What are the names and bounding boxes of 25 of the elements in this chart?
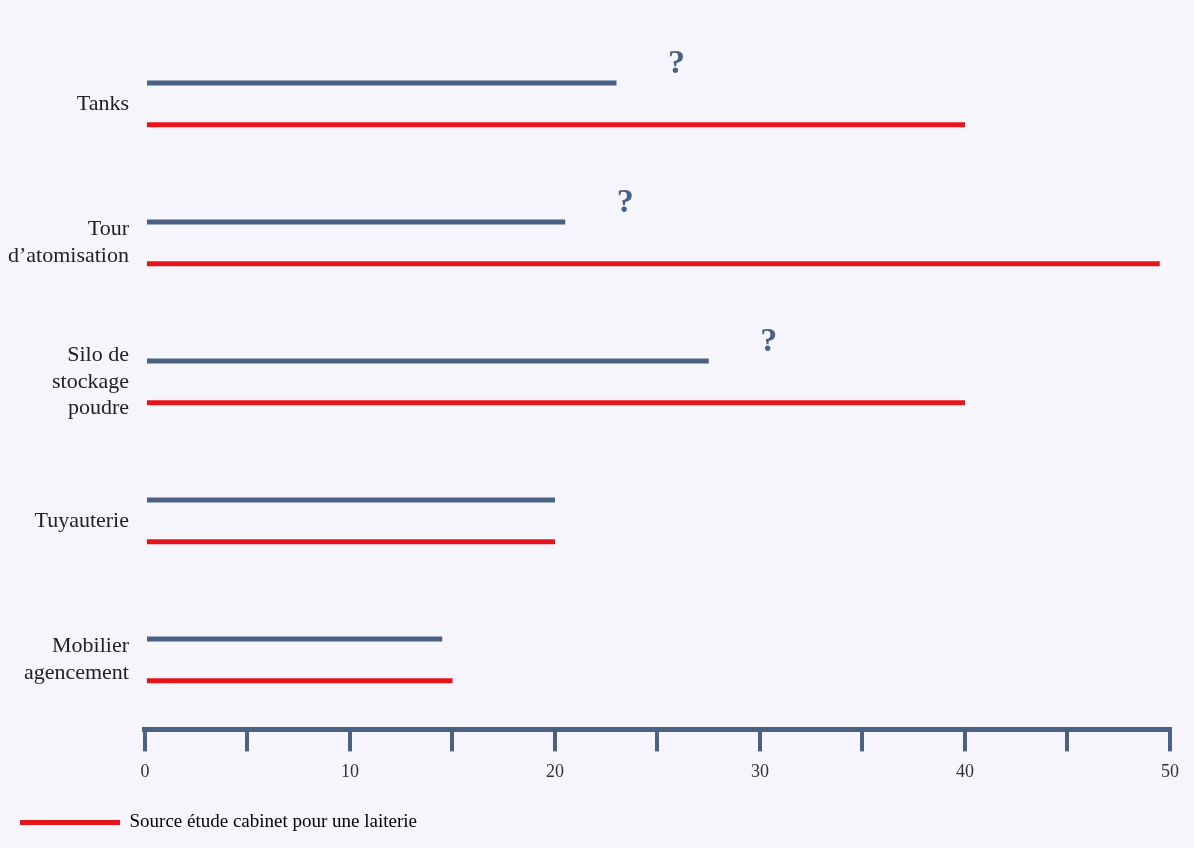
x-tick-label: 0 <box>140 760 150 781</box>
y-tick-label: Silo de stockage poudre <box>52 341 129 420</box>
x-tick-label: 50 <box>1161 760 1179 781</box>
bar <box>146 400 965 406</box>
bar <box>146 261 1160 267</box>
bar <box>146 539 555 545</box>
x-tick-label: 10 <box>340 760 359 781</box>
y-tick-label: Tour d’atomisation <box>7 215 130 267</box>
bar <box>146 678 453 684</box>
annotation: ? <box>667 42 685 80</box>
bar <box>146 80 617 86</box>
y-tick-label: Tanks <box>76 89 129 115</box>
bar <box>146 122 965 128</box>
x-tick-label: 30 <box>750 760 769 781</box>
x-tick-label: 20 <box>545 760 564 781</box>
annotation: ? <box>616 181 634 219</box>
bar <box>146 636 443 642</box>
bar <box>146 358 709 364</box>
bar <box>146 219 566 225</box>
y-tick-label: Tuyauterie <box>34 506 129 532</box>
annotation: ? <box>760 320 778 358</box>
text: Source étude cabinet pour une laiterie <box>129 810 418 832</box>
x-tick-label: 40 <box>956 760 974 781</box>
y-tick-label: Mobilier agencement <box>23 632 130 684</box>
bar <box>146 497 555 503</box>
